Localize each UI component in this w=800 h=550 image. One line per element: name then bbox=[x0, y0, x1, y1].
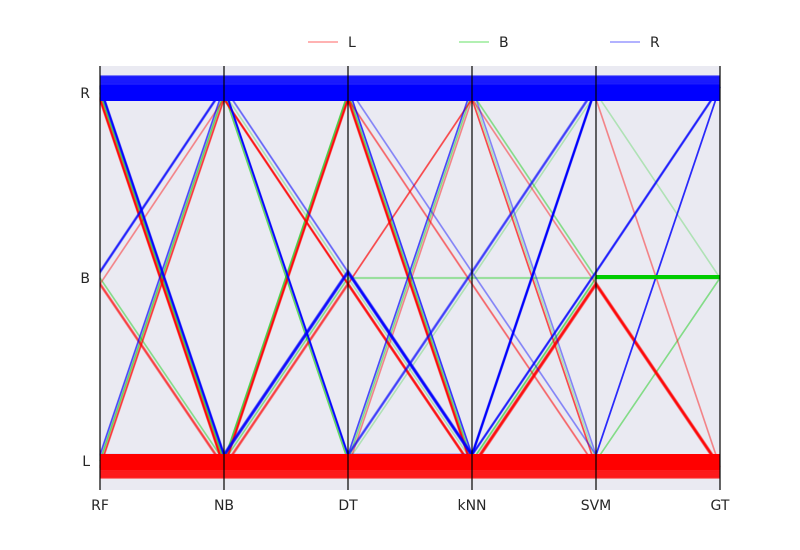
series-line-R bbox=[99, 86, 721, 457]
series-line-L bbox=[99, 97, 721, 467]
legend-label-L: L bbox=[348, 35, 356, 51]
series-line-L bbox=[99, 98, 721, 472]
series-line-R bbox=[99, 85, 721, 457]
axis-label-GT: GT bbox=[711, 498, 730, 514]
series-line-L bbox=[99, 94, 721, 468]
y-tick-R: R bbox=[80, 86, 90, 102]
series-line-L bbox=[99, 97, 721, 471]
series-line-R bbox=[99, 84, 720, 455]
series-line-L bbox=[99, 97, 721, 468]
series-line-L bbox=[99, 97, 721, 469]
series-line-L bbox=[99, 96, 721, 470]
series-band-R bbox=[100, 85, 720, 101]
legend-label-R: R bbox=[650, 35, 660, 51]
series-line-L bbox=[99, 94, 721, 468]
series-line-L bbox=[99, 98, 721, 470]
axis-label-DT: DT bbox=[338, 498, 358, 514]
series-line-R bbox=[99, 85, 721, 456]
series-band-L bbox=[100, 454, 720, 470]
series-line-L bbox=[99, 96, 721, 468]
series-line-L bbox=[99, 97, 721, 471]
axis-label-NB: NB bbox=[214, 498, 234, 514]
series-line-R bbox=[99, 87, 721, 458]
series-line-B bbox=[99, 91, 721, 462]
series-line-L bbox=[99, 95, 721, 469]
series-line-R bbox=[99, 87, 721, 458]
series-line-R bbox=[99, 85, 721, 456]
series-line-L bbox=[99, 96, 721, 468]
axis-label-kNN: kNN bbox=[457, 498, 486, 514]
series-line-R bbox=[99, 86, 721, 457]
y-tick-B: B bbox=[80, 271, 90, 287]
series-line-L bbox=[99, 98, 721, 472]
series-line-L bbox=[99, 95, 721, 469]
axis-label-SVM: SVM bbox=[581, 498, 612, 514]
axis-label-RF: RF bbox=[91, 498, 109, 514]
y-tick-L: L bbox=[82, 454, 90, 470]
legend-label-B: B bbox=[499, 35, 509, 51]
series-line-L bbox=[99, 97, 721, 470]
